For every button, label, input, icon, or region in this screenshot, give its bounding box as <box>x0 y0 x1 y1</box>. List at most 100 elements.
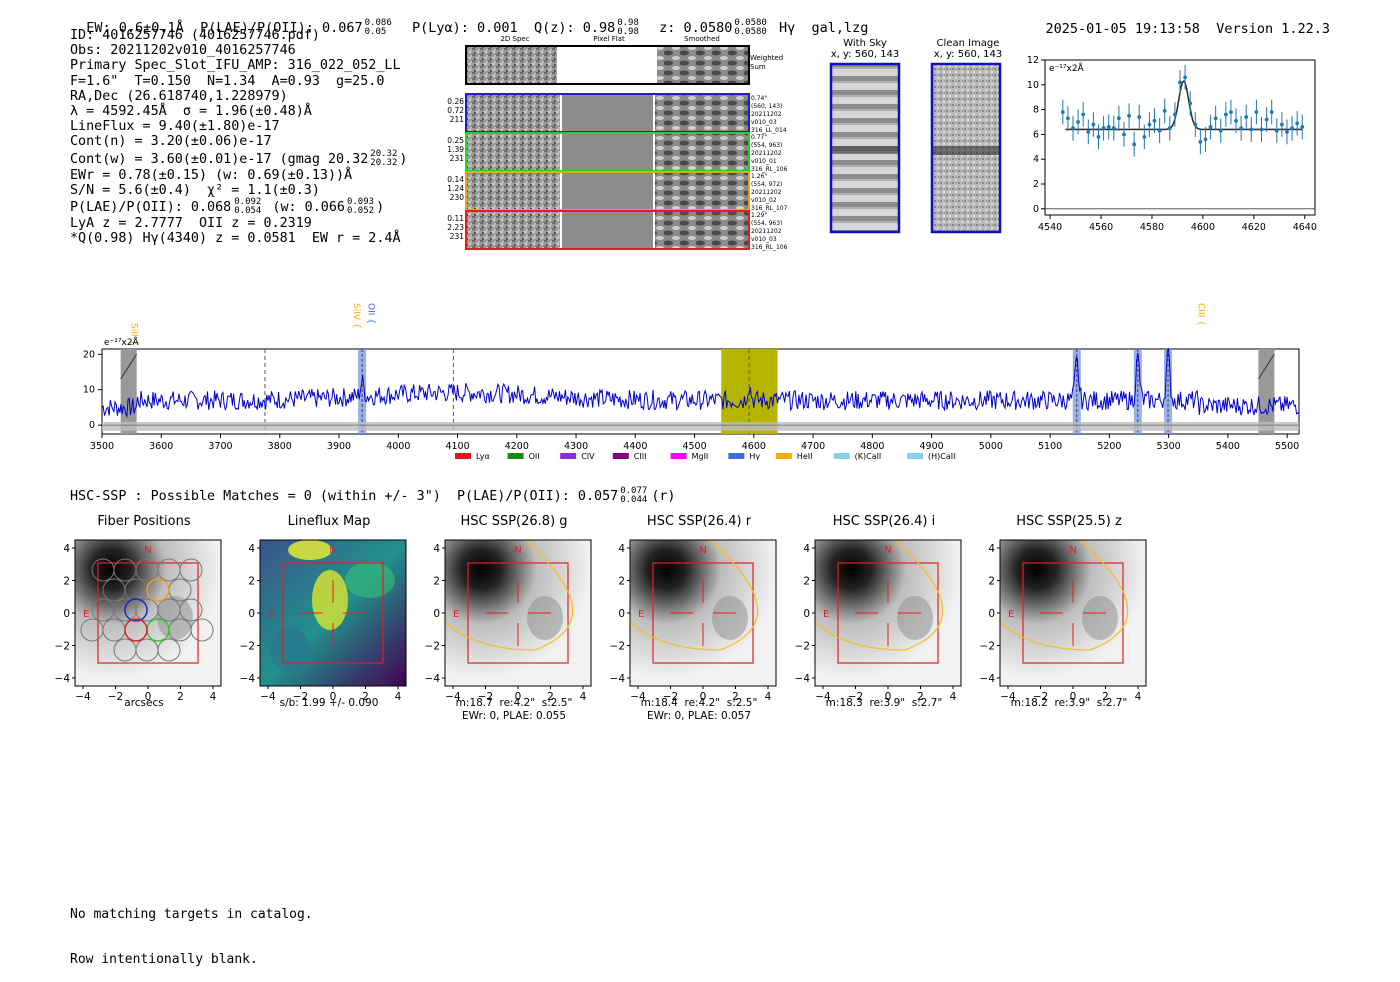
hsc-panel-title: HSC SSP(25.5) z <box>1016 514 1122 529</box>
hsc-ytick-label: 0 <box>248 608 255 620</box>
hsc-ytick-label: 4 <box>248 543 255 555</box>
hsc-xtick-label: 2 <box>362 691 369 703</box>
hsc-plae-hi: 0.077 <box>620 486 648 496</box>
legend-label: CIII <box>634 452 647 461</box>
hsc-ytick-label: −4 <box>795 673 810 685</box>
spectrum-xtick-label: 4700 <box>801 441 825 452</box>
spectrum-xtick-label: 4100 <box>445 441 469 452</box>
aperture-box <box>282 562 384 664</box>
hsc-xtick-label: 0 <box>330 691 337 703</box>
hsc-panel: HSC SSP(26.8) g N E 4 2 0 −2 −4 −4 −2 0 2 4 m:18.7 re… <box>425 510 620 725</box>
hsc-ytick-label: −2 <box>610 641 625 653</box>
hsc-xtick-label: 0 <box>1070 691 1077 703</box>
info-ewr: EWr = 0.78(±0.15) (w: 0.69(±0.13))Å <box>70 167 353 183</box>
zoom-data-point <box>1239 126 1244 131</box>
zoom-data-point <box>1086 130 1091 134</box>
info-plae: P(LAE)/P(OII): 0.068 0.092 0.054 (w: 0.066… <box>70 197 385 217</box>
zoom-data-point <box>1203 137 1208 142</box>
legend-label: (H)CaII <box>928 452 955 461</box>
hsc-ytick-label: 4 <box>433 543 440 555</box>
hsc-ytick-label: 0 <box>433 608 440 620</box>
hsc-panel-image: N E 4 2 0 −2 −4 −4 −2 0 2 4 <box>610 539 777 703</box>
hsc-ytick-label: 4 <box>618 543 625 555</box>
fiber-circle <box>179 558 203 582</box>
zoom-ytick-label: 12 <box>1027 55 1039 66</box>
catalog-note-line2: Row intentionally blank. <box>70 952 258 967</box>
weighted-sum-label-2: Sum <box>750 63 766 71</box>
zoom-data-point <box>1106 125 1111 129</box>
spectrum-xtick-label: 5200 <box>1097 441 1121 452</box>
masked-region <box>1258 349 1275 434</box>
galaxy-glow <box>897 596 933 640</box>
spectral-line-label: CIII { <box>1195 303 1205 326</box>
cutout-row-stat: 0.26 <box>447 97 464 106</box>
info-gmag-hi: 20.32 <box>370 148 398 159</box>
east-label: E <box>823 609 829 620</box>
aperture-box <box>97 562 199 664</box>
version: Version 1.22.3 <box>1216 21 1330 37</box>
hsc-panel-title: HSC SSP(26.8) g <box>460 514 568 529</box>
info-plae-w-hi: 0.093 <box>346 197 375 208</box>
cutout-col-pixelflat: Pixel Flat <box>593 35 625 43</box>
east-label: E <box>83 609 89 620</box>
spectrum-xtick-label: 3800 <box>268 441 292 452</box>
legend-swatch <box>775 453 792 459</box>
east-label: E <box>453 609 459 620</box>
cutout-col-2dspec: 2D Spec <box>500 35 529 43</box>
zoom-data-point <box>1295 121 1300 126</box>
aperture-box <box>837 562 939 664</box>
z-hi: 0.0580 <box>734 18 767 28</box>
hsc-xtick-label: −2 <box>1033 691 1048 703</box>
zoom-data-point <box>1264 117 1269 122</box>
hsc-xtick-label: 4 <box>210 691 217 703</box>
hsc-panel-title: Lineflux Map <box>287 514 371 529</box>
hsc-panel-image: N E 4 2 0 −2 −4 −4 −2 0 2 4 <box>55 539 222 703</box>
zoom-data-point <box>1290 126 1294 131</box>
info-plae-text: P(LAE)/P(OII): 0.068 <box>70 200 232 216</box>
spectrum-xtick-label: 4800 <box>860 441 884 452</box>
zoom-xtick-label: 4600 <box>1191 222 1215 233</box>
zoom-data-point <box>1285 130 1289 134</box>
hsc-panel-image: N E 4 2 0 −2 −4 −4 −2 0 2 4 <box>980 539 1147 703</box>
spectrum-line <box>101 347 1300 419</box>
hsc-xtick-label: 2 <box>917 691 924 703</box>
legend-label: (K)CaII <box>855 452 882 461</box>
spectral-line-label: SiII { <box>129 323 139 345</box>
north-label: N <box>514 545 521 556</box>
hsc-panel-caption: arcsecs <box>124 697 164 709</box>
spectrum-xtick-label: 4900 <box>920 441 944 452</box>
ellipse-aperture <box>444 539 574 651</box>
hsc-xtick-label: 0 <box>885 691 892 703</box>
hsc-ytick-label: 2 <box>618 576 625 588</box>
hsc-cutout <box>445 540 591 686</box>
hsc-xtick-label: 2 <box>547 691 554 703</box>
cutout-row-meta: v010_01 <box>751 158 777 165</box>
hsc-ytick-label: −2 <box>425 641 440 653</box>
hsc-ytick-label: 4 <box>988 543 995 555</box>
cutout-row-meta: 1.26" <box>751 173 767 180</box>
hsc-xtick-label: −2 <box>848 691 863 703</box>
weighted-sum-label: Weighted <box>750 54 783 62</box>
zoom-data-point <box>1234 118 1238 123</box>
hsc-panel-caption: m:18.4 re:4.2" s:2.5" <box>640 697 758 709</box>
east-label: E <box>1008 609 1014 620</box>
zoom-data-point <box>1274 128 1279 133</box>
hsc-ytick-label: −4 <box>55 673 70 685</box>
zoom-data-point <box>1173 112 1177 117</box>
zoom-data-point <box>1060 110 1065 114</box>
zoom-ytick-label: 4 <box>1033 154 1039 165</box>
galaxy-glow <box>712 596 748 640</box>
cutout-row-stat: 211 <box>450 115 465 124</box>
galaxy-glow <box>1082 596 1118 640</box>
fiber-circle <box>80 618 104 642</box>
cutout-col-smoothed: Smoothed <box>684 35 720 43</box>
cutout-row-meta: 20211202 <box>751 189 782 196</box>
zoom-data-point <box>1157 128 1162 133</box>
catalog-note: No matching targets in catalog. Row inte… <box>70 877 313 982</box>
cutout-row-meta: 316_RL_106 <box>751 166 788 173</box>
cutout-row-meta: 20211202 <box>751 150 782 157</box>
hsc-cutout <box>75 540 221 686</box>
hsc-ytick-label: 4 <box>803 543 810 555</box>
zoom-data-point <box>1071 126 1075 131</box>
aperture-box <box>652 562 754 664</box>
